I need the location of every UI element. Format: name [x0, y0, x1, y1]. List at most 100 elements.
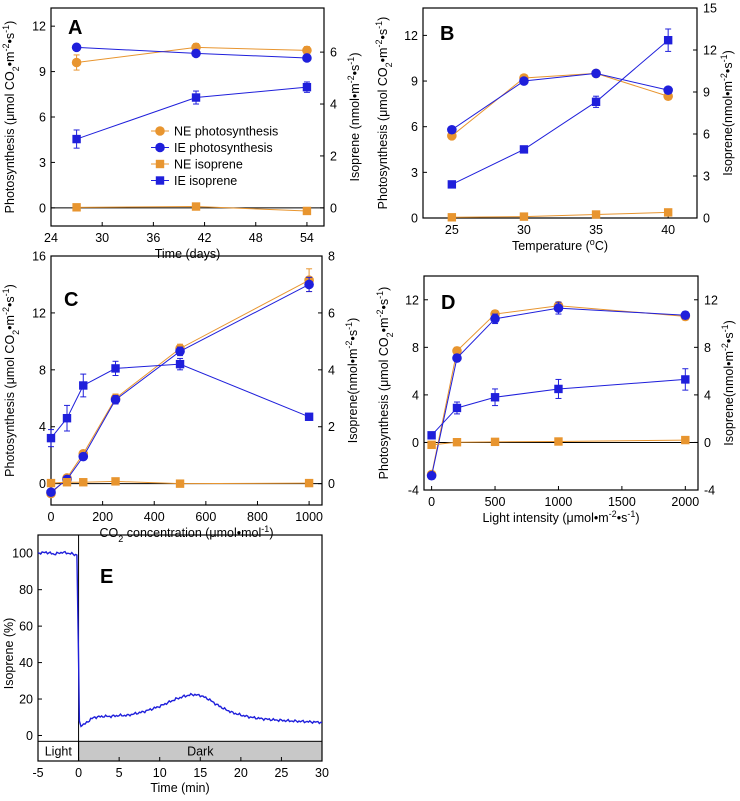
y-left-tick-label: 6 [39, 111, 46, 125]
y-tick-label: 80 [19, 583, 33, 597]
y-left-tick-label: 9 [411, 75, 418, 89]
data-point [452, 403, 462, 413]
x-tick-label: 0 [75, 766, 82, 780]
y-left-axis-label: Photosynthesis (μmol CO2•m-2•s-1) [375, 287, 395, 480]
series-ne-isoprene [427, 435, 690, 450]
data-point [304, 279, 314, 290]
data-point [490, 314, 500, 324]
y-left-tick-label: 12 [32, 306, 46, 320]
y-left-tick-label: 6 [411, 120, 418, 134]
data-point [663, 85, 673, 95]
data-point [680, 310, 691, 321]
data-point [490, 437, 500, 447]
x-tick-label: -5 [32, 766, 43, 780]
panel-letter: C [64, 289, 78, 311]
x-tick-label: 200 [92, 510, 113, 524]
data-point [427, 431, 436, 440]
panel-d: 0 500 1000 1500 2000 -4 0 4 8 12 -4 0 4 8 12 Light inte… [375, 275, 736, 525]
data-point [46, 433, 56, 443]
y-right-tick-label: 12 [704, 293, 718, 307]
panel-b: 25 30 35 40 0 3 6 9 12 0 3 6 9 12 15 Temperature (oC) Ph… [374, 2, 735, 254]
x-tick-label: 42 [198, 231, 212, 245]
legend-marker [155, 159, 165, 169]
plot-frame [50, 7, 325, 227]
data-point [591, 97, 601, 106]
data-point [554, 437, 563, 446]
data-point [490, 393, 500, 402]
y-right-tick-label: 3 [703, 170, 710, 184]
x-axis-label: Temperature (oC) [512, 237, 608, 253]
series-ie-photosynthesis [447, 68, 673, 135]
x-tick-label: 30 [315, 766, 329, 780]
legend-label: NE photosynthesis [174, 125, 278, 139]
x-tick-label: 0 [48, 510, 55, 524]
data-point [175, 479, 185, 488]
y-right-tick-label: 0 [703, 212, 710, 226]
x-tick-label: 48 [249, 231, 263, 245]
legend-label: NE isoprene [174, 158, 243, 172]
data-point [553, 303, 564, 313]
x-tick-label: 5 [116, 766, 123, 780]
panel-letter: B [440, 23, 454, 45]
x-axis-label: Light intensity (μmol•m-2•s-1) [482, 509, 639, 525]
panel-letter: D [441, 292, 455, 314]
y-right-tick-label: 6 [703, 128, 710, 142]
data-point [304, 412, 314, 421]
series-line [50, 284, 310, 493]
data-point [175, 359, 185, 369]
y-left-tick-label: 8 [39, 363, 46, 377]
series-line [50, 279, 310, 494]
y-tick-label: 20 [19, 693, 33, 707]
data-point [663, 208, 673, 217]
x-tick-label: 30 [95, 231, 109, 245]
series-ie-isoprene [72, 81, 312, 149]
data-point [302, 82, 312, 92]
x-tick-label: 2000 [671, 495, 699, 509]
x-tick-label: 10 [153, 766, 167, 780]
y-left-tick-label: 3 [411, 166, 418, 180]
data-point [554, 384, 563, 394]
y-right-axis-label: Isoprene(nmol•m-2•s-1) [719, 50, 735, 176]
y-left-axis-label: Photosynthesis (μmol CO2•m-2•s-1) [1, 284, 21, 477]
data-point [72, 203, 81, 212]
data-point [302, 45, 312, 56]
y-left-tick-label: 0 [411, 212, 418, 226]
series-line [50, 363, 310, 439]
plot-frame [50, 255, 323, 506]
plot-frame [423, 275, 699, 491]
y-left-tick-label: 4 [412, 388, 419, 402]
legend-label: IE isoprene [174, 174, 237, 188]
y-right-axis-label: Isoprene(nmol•m-2•s-1) [720, 320, 736, 446]
x-tick-label: 54 [300, 231, 314, 245]
x-tick-label: 0 [428, 495, 435, 509]
y-right-tick-label: 0 [328, 477, 335, 491]
data-point [175, 346, 185, 357]
y-right-tick-label: 4 [704, 388, 711, 402]
series-ie-isoprene [427, 368, 690, 440]
y-left-tick-label: 8 [412, 341, 419, 355]
x-tick-label: 800 [247, 510, 268, 524]
data-point [302, 53, 312, 63]
x-tick-label: 20 [234, 766, 248, 780]
series-line [451, 211, 669, 218]
data-point [519, 145, 529, 154]
series-ie-isoprene [447, 28, 673, 189]
data-point [78, 451, 89, 462]
isoprene-trace [37, 550, 323, 728]
y-tick-label: 0 [26, 729, 33, 743]
x-tick-label: 25 [445, 223, 459, 237]
data-point [304, 478, 314, 488]
y-left-tick-label: 0 [39, 477, 46, 491]
y-right-tick-label: 9 [703, 86, 710, 100]
x-tick-label: 1500 [608, 495, 636, 509]
x-tick-label: 1000 [545, 495, 573, 509]
y-right-tick-label: 6 [330, 46, 337, 60]
y-right-tick-label: -4 [704, 484, 715, 498]
legend-marker [155, 126, 165, 136]
data-point [79, 478, 88, 487]
data-point [663, 36, 673, 45]
y-right-tick-label: 4 [328, 363, 335, 377]
data-point [72, 134, 81, 144]
